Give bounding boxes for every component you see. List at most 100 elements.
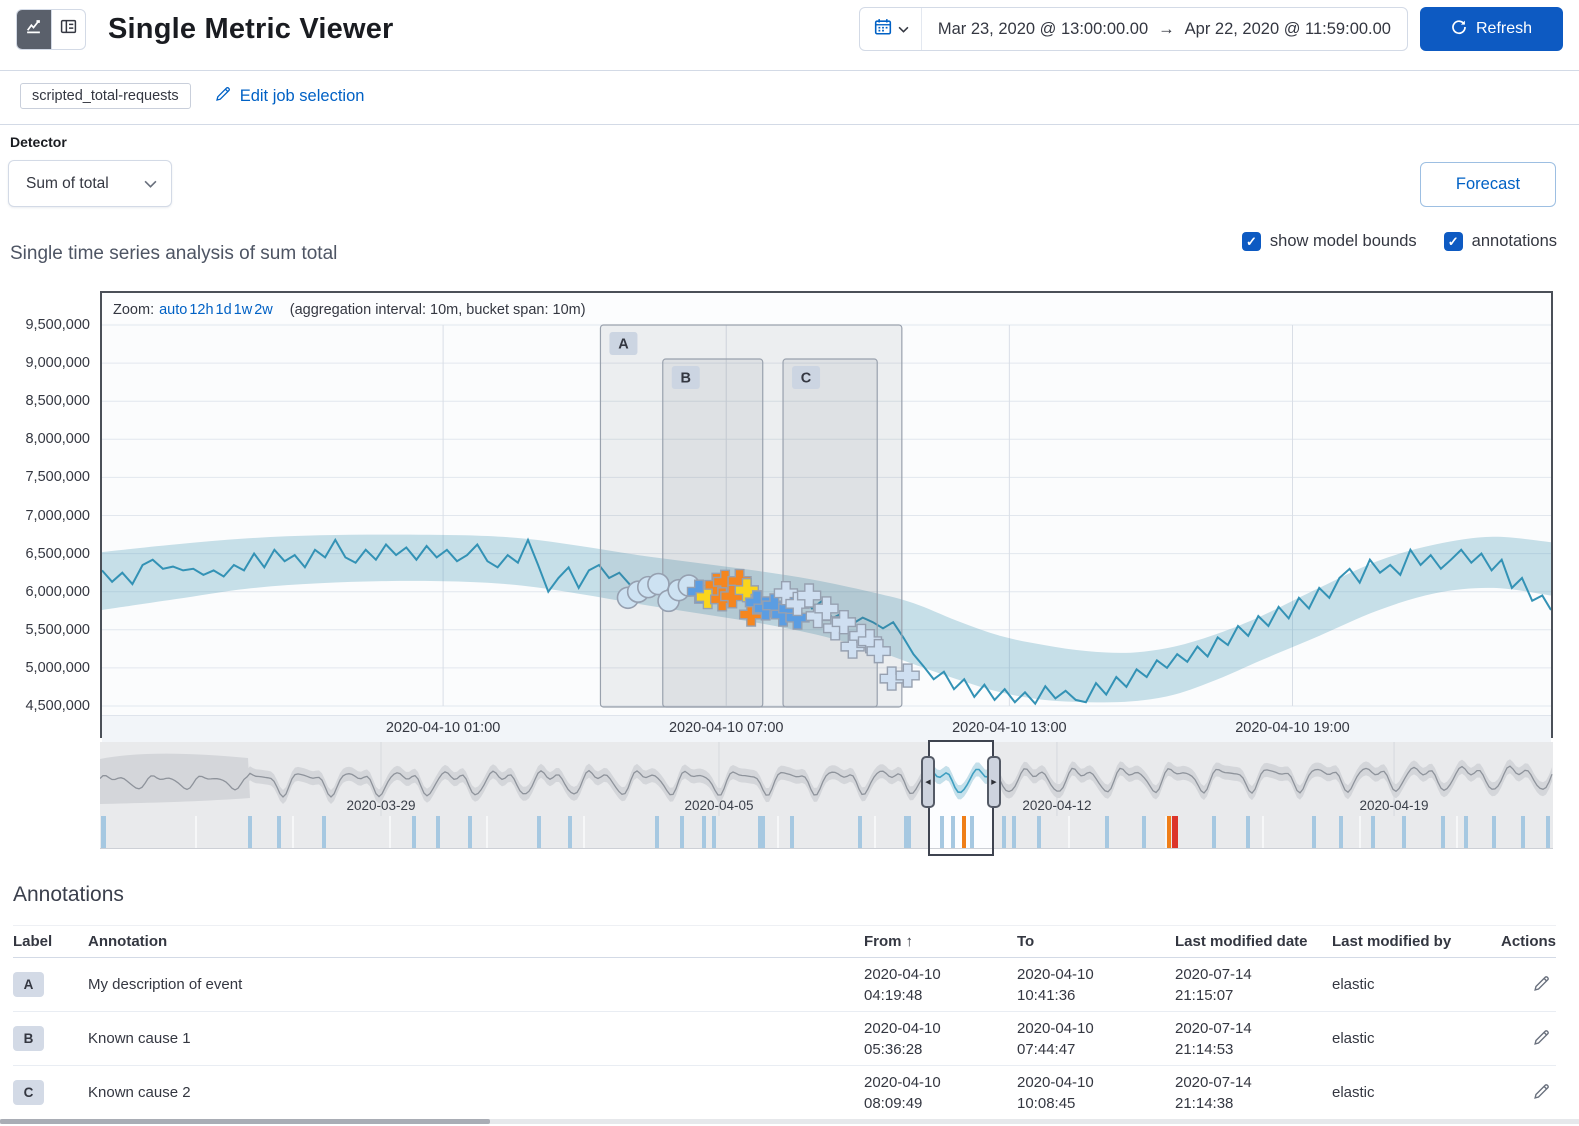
y-axis-tick-label: 7,000,000 — [25, 507, 90, 524]
swimlane-anomaly-stripe-blue[interactable] — [467, 816, 472, 848]
single-metric-viewer-toggle-button[interactable] — [17, 9, 51, 49]
swimlane-anomaly-stripe-blue[interactable] — [1246, 816, 1251, 848]
annotation-modified-by: elastic — [1332, 976, 1375, 993]
swimlane-anomaly-stripe-blue[interactable] — [1141, 816, 1146, 848]
annotations-checkbox[interactable]: ✓ annotations — [1443, 232, 1557, 251]
swimlane-anomaly-stripe-blue[interactable] — [903, 816, 911, 848]
anomaly-explorer-toggle-button[interactable] — [50, 9, 86, 49]
edit-annotation-button[interactable] — [1531, 1027, 1552, 1051]
col-last-modified-by[interactable]: Last modified by — [1332, 933, 1452, 950]
swimlane-anomaly-stripe-blue[interactable] — [679, 816, 684, 848]
zoom-links: auto 12h 1d 1w 2w — [159, 302, 275, 318]
swimlane-anomaly-stripe-blue[interactable] — [1002, 816, 1007, 848]
annotation-region-C[interactable] — [782, 358, 878, 708]
annotations-table-body: A My description of event 2020-04-10 04:19:… — [13, 958, 1556, 1120]
anomaly-marker-cross-pale[interactable] — [895, 663, 920, 688]
swimlane-anomaly-stripe-orange[interactable] — [1166, 816, 1171, 848]
y-axis-tick-label: 5,500,000 — [25, 621, 90, 638]
brush-right-handle[interactable]: ▶ — [986, 756, 1001, 808]
time-series-chart: 9,500,000 9,000,000 8,500,000 8,000,000 7,50… — [0, 290, 1579, 870]
quick-select-menu-button[interactable] — [860, 8, 922, 50]
swimlane-anomaly-stripe-blue[interactable] — [567, 816, 572, 848]
swimlane-anomaly-stripe-blue[interactable] — [1311, 816, 1316, 848]
swimlane-anomaly-stripe-blue[interactable] — [100, 816, 106, 848]
swimlane-anomaly-stripe-blue[interactable] — [1441, 816, 1446, 848]
swimlane-anomaly-stripe-blue[interactable] — [970, 816, 975, 848]
swimlane-anomaly-stripe-blue[interactable] — [412, 816, 417, 848]
zoom-link-auto[interactable]: auto — [159, 302, 188, 318]
horizontal-scrollbar — [0, 1119, 1579, 1124]
annotation-to: 2020-04-10 10:41:36 — [1017, 965, 1094, 1004]
swimlane-anomaly-stripe-blue[interactable] — [858, 816, 863, 848]
swimlane-anomaly-stripe-blue[interactable] — [1037, 816, 1042, 848]
series-chart-title: Single time series analysis of sum total — [10, 243, 338, 264]
annotation-row-C[interactable]: C Known cause 2 2020-04-10 08:09:49 2020-04-… — [13, 1066, 1556, 1120]
anomaly-marker-cross-pale[interactable] — [866, 638, 891, 664]
x-axis-tick-label: 2020-04-10 13:00 — [952, 720, 1067, 736]
context-date-label: 2020-03-29 — [346, 798, 415, 813]
zoom-link-1d[interactable]: 1d — [215, 302, 232, 318]
zoom-link-12h[interactable]: 12h — [189, 302, 214, 318]
swimlane-anomaly-stripe-blue[interactable] — [1371, 816, 1376, 848]
zoom-link-1w[interactable]: 1w — [233, 302, 253, 318]
detector-select[interactable]: Sum of total — [8, 160, 172, 207]
swimlane-anomaly-stripe-blue[interactable] — [701, 816, 706, 848]
job-id-chip[interactable]: scripted_total-requests — [20, 83, 191, 109]
annotation-row-A[interactable]: A My description of event 2020-04-10 04:19:… — [13, 958, 1556, 1012]
edit-job-selection-link[interactable]: Edit job selection — [215, 86, 364, 107]
edit-annotation-button[interactable] — [1531, 1081, 1552, 1105]
x-axis-tick-label: 2020-04-10 07:00 — [668, 720, 784, 736]
swimlane-anomaly-stripe-blue[interactable] — [537, 816, 542, 848]
y-axis-tick-label: 6,000,000 — [25, 583, 90, 600]
annotation-row-B[interactable]: B Known cause 1 2020-04-10 05:36:28 2020-04-… — [13, 1012, 1556, 1066]
anomaly-marker-cross-pale[interactable] — [831, 609, 857, 635]
swimlane-anomaly-stripe-blue[interactable] — [711, 816, 716, 848]
swimlane-anomaly-stripe-blue[interactable] — [1339, 816, 1344, 848]
swimlane-anomaly-stripe-blue[interactable] — [939, 816, 944, 848]
swimlane-anomaly-stripe-blue[interactable] — [1491, 816, 1496, 848]
context-chart[interactable]: 2020-03-29 2020-04-05 2020-04-12 2020-04-19 — [100, 742, 1553, 816]
swimlane-anomaly-stripe-blue[interactable] — [1401, 816, 1406, 848]
swimlane-anomaly-stripe-blue[interactable] — [655, 816, 660, 848]
edit-annotation-button[interactable] — [1531, 973, 1552, 997]
swimlane-anomaly-stripe-blue[interactable] — [1012, 816, 1017, 848]
horizontal-scrollbar-thumb[interactable] — [0, 1119, 490, 1124]
swimlane-anomaly-stripe-blue[interactable] — [1521, 816, 1526, 848]
end-date[interactable]: Apr 22, 2020 @ 11:59:00.00 — [1184, 19, 1391, 38]
swimlane-anomaly-stripe-blue[interactable] — [758, 816, 766, 848]
swimlane-anomaly-stripe-blue[interactable] — [951, 816, 956, 848]
brush-left-handle[interactable]: ◀ — [920, 756, 935, 808]
anomaly-marker-circle[interactable] — [647, 572, 670, 596]
y-axis-tick-label: 8,000,000 — [25, 431, 90, 448]
annotation-to: 2020-04-10 07:44:47 — [1017, 1019, 1094, 1058]
swimlane-anomaly-stripe-blue[interactable] — [277, 816, 282, 848]
start-date[interactable]: Mar 23, 2020 @ 13:00:00.00 — [937, 19, 1149, 38]
annotations-section-title: Annotations — [13, 883, 124, 906]
anomaly-swimlane[interactable] — [100, 816, 1553, 849]
col-from[interactable]: From ↑ — [864, 933, 913, 950]
swimlane-anomaly-stripe-orange[interactable] — [961, 816, 966, 848]
view-toggle-group — [16, 8, 86, 50]
col-label[interactable]: Label — [13, 933, 53, 950]
swimlane-anomaly-stripe-blue[interactable] — [248, 816, 253, 848]
swimlane-anomaly-stripe-blue[interactable] — [322, 816, 327, 848]
swimlane-anomaly-stripe-blue[interactable] — [435, 816, 440, 848]
y-axis-tick-label: 6,500,000 — [25, 545, 90, 562]
forecast-button[interactable]: Forecast — [1420, 162, 1556, 207]
swimlane-anomaly-stripe-blue[interactable] — [1545, 816, 1550, 848]
focus-chart-plot[interactable]: A B C — [101, 323, 1552, 710]
annotation-region-B[interactable] — [662, 358, 764, 708]
col-last-modified-date[interactable]: Last modified date — [1175, 933, 1308, 950]
swimlane-anomaly-stripe-blue[interactable] — [1105, 816, 1110, 848]
col-annotation[interactable]: Annotation — [88, 933, 168, 950]
swimlane-anomaly-stripe-blue[interactable] — [1211, 816, 1216, 848]
show-model-bounds-checkbox[interactable]: ✓ show model bounds — [1241, 232, 1417, 251]
annotation-label-badge: B — [13, 1026, 44, 1051]
zoom-link-2w[interactable]: 2w — [254, 302, 273, 318]
annotation-label-badge: A — [13, 972, 44, 997]
swimlane-anomaly-stripe-blue[interactable] — [790, 816, 795, 848]
col-to[interactable]: To — [1017, 933, 1035, 950]
swimlane-anomaly-stripe-blue[interactable] — [1464, 816, 1469, 848]
refresh-button[interactable]: Refresh — [1420, 7, 1563, 51]
swimlane-anomaly-stripe-red[interactable] — [1172, 816, 1179, 848]
